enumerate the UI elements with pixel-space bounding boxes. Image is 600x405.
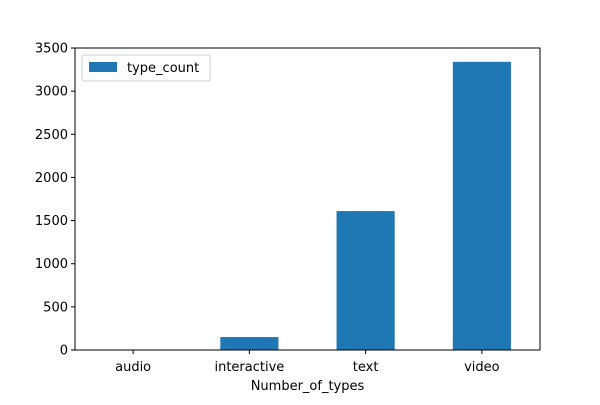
y-axis: 0 500 1000 1500 2000 2500 3000 3500 — [35, 42, 75, 359]
legend-swatch — [89, 62, 117, 72]
x-tick-label: video — [464, 360, 500, 375]
y-tick-label: 2000 — [35, 171, 68, 186]
legend-label: type_count — [127, 61, 199, 76]
y-tick-label: 1000 — [35, 257, 68, 272]
x-tick-label: text — [353, 360, 379, 375]
y-tick-label: 3500 — [35, 42, 68, 57]
y-tick-label: 500 — [43, 300, 68, 315]
bar-interactive — [220, 337, 278, 350]
y-tick-label: 3000 — [35, 85, 68, 100]
bar-video — [453, 62, 511, 350]
x-tick-label: interactive — [214, 360, 284, 375]
bar-text — [337, 211, 395, 350]
y-tick-label: 0 — [60, 344, 68, 359]
x-axis-label: Number_of_types — [251, 379, 365, 394]
y-tick-label: 2500 — [35, 128, 68, 143]
legend: type_count — [82, 55, 210, 81]
x-axis: audio interactive text video — [115, 350, 500, 375]
bars-layer — [104, 62, 511, 350]
y-tick-label: 1500 — [35, 214, 68, 229]
x-tick-label: audio — [115, 360, 151, 375]
